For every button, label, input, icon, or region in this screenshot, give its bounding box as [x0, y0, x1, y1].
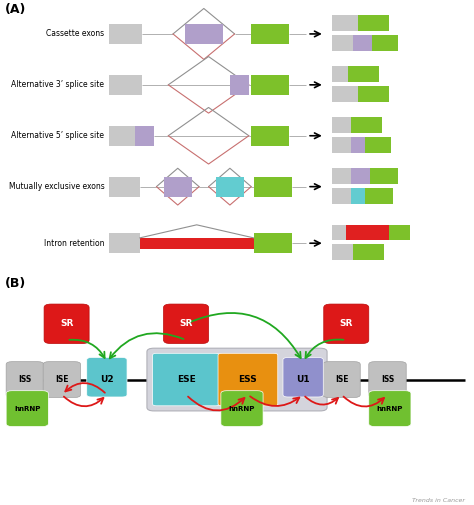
FancyBboxPatch shape	[221, 391, 263, 427]
FancyBboxPatch shape	[44, 304, 89, 343]
Bar	[332, 15, 358, 31]
Text: Cassette exons: Cassette exons	[46, 29, 104, 38]
Bar	[365, 137, 391, 153]
Text: (A): (A)	[5, 3, 26, 16]
Text: SR: SR	[60, 319, 73, 328]
Text: U1: U1	[296, 375, 310, 384]
FancyBboxPatch shape	[87, 358, 127, 397]
Bar	[351, 117, 382, 133]
Bar	[358, 86, 389, 102]
Bar	[358, 15, 389, 31]
Bar	[351, 188, 365, 204]
Text: Trends in Cancer: Trends in Cancer	[411, 497, 465, 502]
Bar	[353, 35, 372, 51]
Bar	[109, 75, 142, 95]
Text: ISE: ISE	[55, 375, 69, 384]
FancyBboxPatch shape	[323, 362, 360, 397]
FancyBboxPatch shape	[153, 354, 219, 406]
Bar	[109, 24, 142, 44]
Text: ISS: ISS	[18, 375, 31, 384]
Bar	[351, 168, 370, 184]
Bar	[332, 225, 346, 240]
Bar	[216, 177, 244, 196]
Bar	[251, 24, 289, 44]
Text: ESE: ESE	[177, 375, 195, 384]
FancyBboxPatch shape	[369, 391, 411, 427]
Bar	[332, 137, 351, 153]
Bar	[109, 177, 140, 196]
FancyBboxPatch shape	[283, 358, 323, 397]
Text: SR: SR	[339, 319, 353, 328]
Bar	[135, 126, 154, 145]
Bar	[348, 66, 379, 82]
Text: U2: U2	[100, 375, 114, 384]
Text: hnRNP: hnRNP	[377, 406, 403, 412]
FancyBboxPatch shape	[147, 348, 327, 411]
Bar	[353, 244, 384, 260]
Bar	[109, 233, 140, 253]
Text: ISE: ISE	[335, 375, 348, 384]
Bar	[254, 233, 292, 253]
Bar	[164, 177, 192, 196]
FancyBboxPatch shape	[43, 362, 81, 397]
Bar	[251, 126, 289, 145]
Bar	[254, 177, 292, 196]
Bar	[332, 66, 348, 82]
Bar	[332, 188, 351, 204]
FancyBboxPatch shape	[369, 362, 406, 397]
Bar	[346, 225, 389, 240]
FancyBboxPatch shape	[324, 304, 369, 343]
Text: hnRNP: hnRNP	[14, 406, 40, 412]
Text: Intron retention: Intron retention	[44, 239, 104, 248]
Bar	[351, 137, 365, 153]
FancyBboxPatch shape	[218, 354, 278, 406]
Bar	[185, 24, 223, 44]
Bar	[332, 117, 351, 133]
Text: Alternative 3’ splice site: Alternative 3’ splice site	[11, 80, 104, 89]
FancyBboxPatch shape	[6, 362, 44, 397]
Bar	[109, 126, 135, 145]
Text: hnRNP: hnRNP	[229, 406, 255, 412]
Text: Alternative 5’ splice site: Alternative 5’ splice site	[11, 131, 104, 140]
Bar	[140, 238, 254, 249]
Text: (B): (B)	[5, 277, 26, 290]
Bar	[251, 75, 289, 95]
Bar	[332, 86, 358, 102]
Bar	[230, 75, 249, 95]
Bar	[370, 168, 398, 184]
Bar	[389, 225, 410, 240]
Text: ESS: ESS	[238, 375, 257, 384]
FancyBboxPatch shape	[6, 391, 48, 427]
Text: Mutually exclusive exons: Mutually exclusive exons	[9, 182, 104, 191]
Bar	[372, 35, 398, 51]
Text: SR: SR	[179, 319, 193, 328]
Bar	[365, 188, 393, 204]
FancyBboxPatch shape	[164, 304, 209, 343]
Text: ISS: ISS	[381, 375, 394, 384]
Bar	[332, 35, 353, 51]
Bar	[332, 168, 351, 184]
Bar	[332, 244, 353, 260]
